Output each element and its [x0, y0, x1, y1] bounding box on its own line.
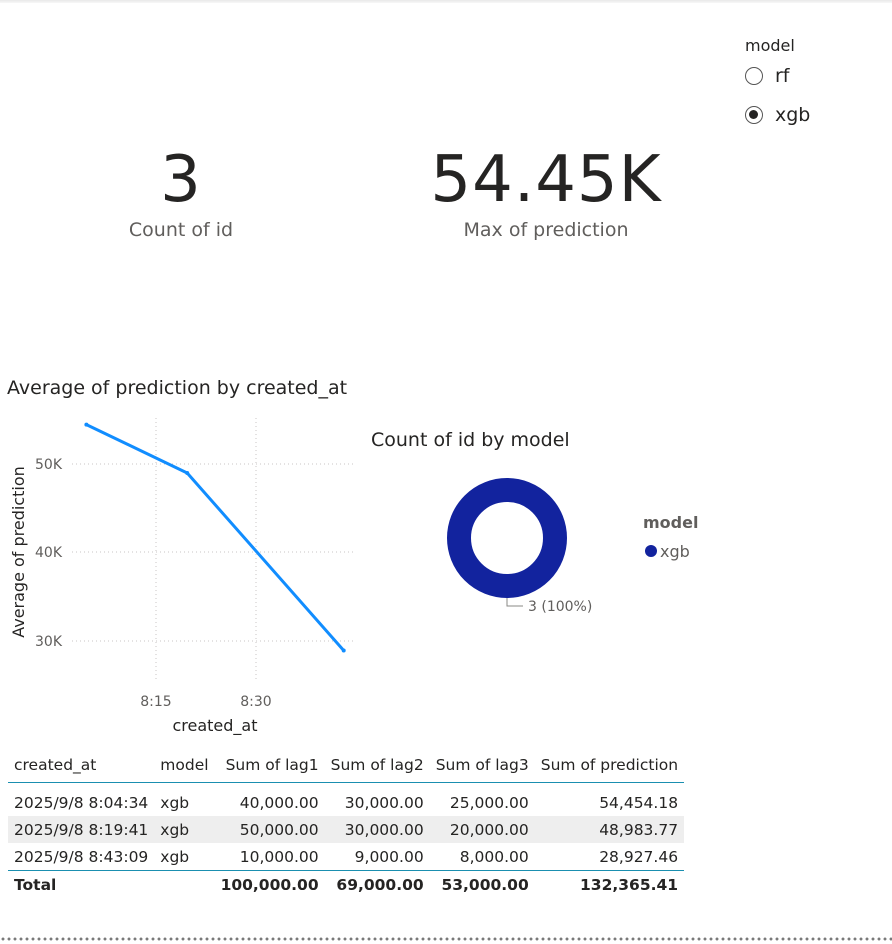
radio-selected-icon[interactable] [745, 105, 763, 124]
table-cell: 40,000.00 [239, 793, 319, 812]
table-cell: 25,000.00 [449, 793, 529, 812]
total-cell: 69,000.00 [324, 870, 430, 899]
table-cell: 54,454.18 [599, 793, 679, 812]
legend-item-label[interactable]: xgb [660, 542, 690, 561]
x-tick-label: 8:15 [140, 694, 171, 710]
table-cell: xgb [160, 847, 190, 866]
table-cell: xgb [154, 816, 215, 843]
donut-data-label: 3 (100%) [528, 599, 592, 615]
table-cell: 9,000.00 [354, 847, 424, 866]
x-axis-title: created_at [172, 716, 257, 736]
data-label-leader [506, 598, 523, 607]
table-cell: 2025/9/8 8:43:09 [14, 847, 149, 866]
donut-slice-xgb[interactable] [447, 478, 567, 598]
column-header[interactable]: Sum of lag3 [429, 748, 535, 783]
slicer-title: model [745, 36, 795, 55]
table-cell: 28,927.46 [599, 847, 679, 866]
column-header[interactable]: Sum of lag2 [324, 748, 430, 783]
table-cell: 30,000.00 [324, 816, 430, 843]
legend-title: model [643, 513, 698, 532]
donut-chart[interactable]: 3 (100%) model xgb [430, 470, 730, 630]
line-chart[interactable]: 50K 40K 30K 8:15 8:30 created_at Average… [0, 400, 370, 740]
line-point[interactable] [185, 471, 190, 475]
table-cell: 8,000.00 [459, 847, 529, 866]
column-header[interactable]: Sum of lag1 [214, 748, 325, 783]
table-cell: 2025/9/8 8:04:34 [14, 793, 149, 812]
y-gridlines [72, 463, 356, 642]
card-max-of-prediction[interactable]: 54.45K Max of prediction [398, 145, 694, 241]
total-cell: 132,365.41 [534, 870, 685, 899]
total-cell: 100,000.00 [214, 870, 325, 899]
column-header[interactable]: model [154, 748, 215, 783]
table-cell: 50,000.00 [214, 816, 325, 843]
table-cell: 2025/9/8 8:19:41 [8, 816, 155, 843]
line-chart-title: Average of prediction by created_at [7, 377, 348, 399]
column-header[interactable]: Sum of prediction [534, 748, 685, 783]
data-table[interactable]: created_at model Sum of lag1 Sum of lag2… [8, 748, 685, 899]
table-cell [154, 870, 215, 899]
bottom-border [0, 937, 892, 941]
y-axis-title: Average of prediction [9, 466, 28, 638]
slicer-option-label: xgb [775, 103, 811, 126]
table-cell: 30,000.00 [344, 793, 424, 812]
card-label: Count of id [128, 219, 234, 241]
y-tick-label: 40K [35, 545, 63, 561]
table-header-row: created_at model Sum of lag1 Sum of lag2… [8, 748, 685, 783]
table-row[interactable]: 2025/9/8 8:04:34 xgb 40,000.00 30,000.00… [8, 783, 684, 817]
donut-chart-title: Count of id by model [371, 429, 570, 451]
legend-marker[interactable] [645, 545, 657, 557]
line-point[interactable] [84, 422, 89, 427]
y-tick-label: 50K [35, 457, 63, 473]
total-label: Total [8, 870, 155, 899]
line-series-path[interactable] [85, 423, 345, 652]
radio-unselected-icon[interactable] [745, 66, 763, 85]
total-cell: 53,000.00 [429, 870, 535, 899]
model-slicer: model rf xgb [745, 36, 885, 134]
top-border [0, 0, 892, 3]
slicer-option-xgb[interactable]: xgb [745, 95, 885, 134]
x-tick-label: 8:30 [240, 694, 271, 710]
card-count-of-id[interactable]: 3 Count of id [91, 145, 271, 241]
x-gridlines [155, 418, 257, 682]
table-cell: xgb [160, 793, 190, 812]
table-row[interactable]: 2025/9/8 8:43:09 xgb 10,000.00 9,000.00 … [8, 843, 684, 871]
table-cell: 10,000.00 [239, 847, 319, 866]
slicer-option-label: rf [775, 64, 790, 87]
column-header[interactable]: created_at [8, 748, 155, 783]
table-total-row: Total 100,000.00 69,000.00 53,000.00 132… [8, 870, 685, 899]
card-label: Max of prediction [463, 219, 629, 241]
card-value: 3 [160, 143, 202, 217]
line-point[interactable] [341, 648, 346, 653]
slicer-option-rf[interactable]: rf [745, 56, 885, 95]
table-cell: 20,000.00 [429, 816, 535, 843]
y-tick-label: 30K [35, 634, 63, 650]
card-value: 54.45K [430, 143, 662, 217]
table-cell: 48,983.77 [534, 816, 685, 843]
line-series[interactable] [84, 422, 346, 653]
table-row[interactable]: 2025/9/8 8:19:41 xgb 50,000.00 30,000.00… [8, 816, 685, 843]
